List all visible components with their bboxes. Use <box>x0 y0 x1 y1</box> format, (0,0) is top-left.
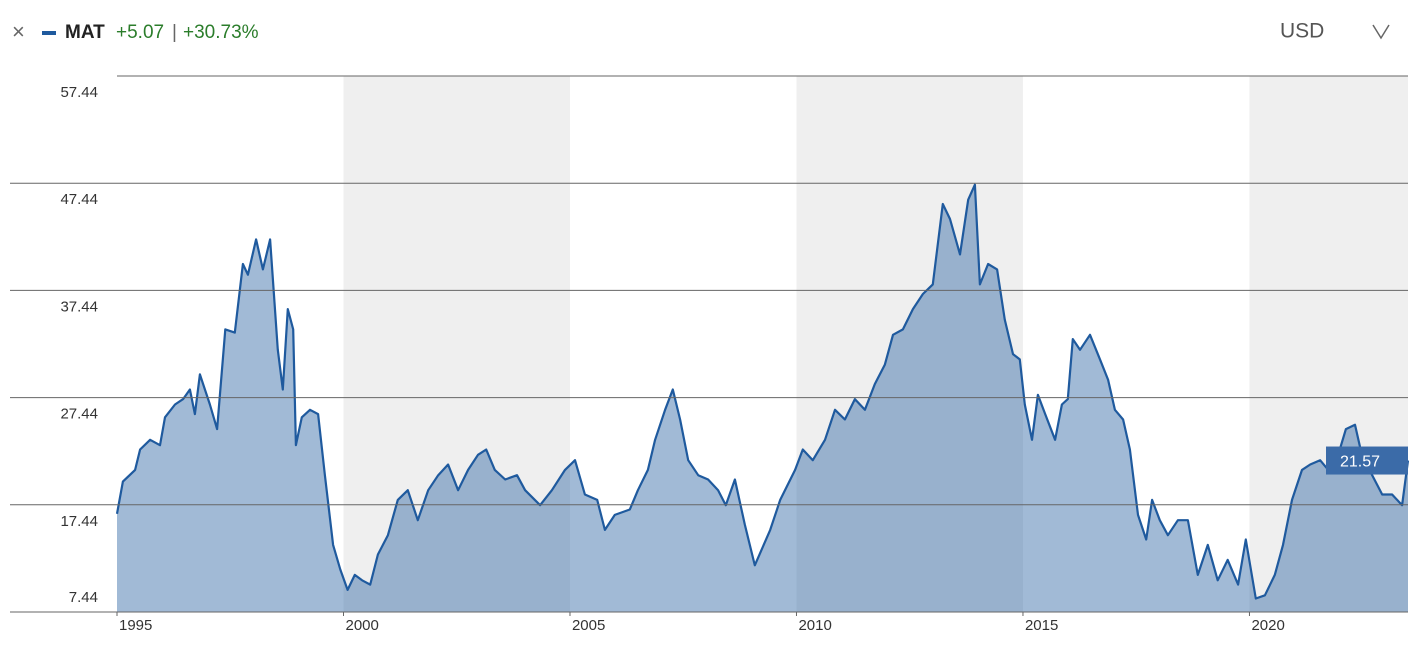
change-pct: +30.73% <box>183 22 259 43</box>
y-tick-label: 27.44 <box>60 406 98 423</box>
year-band <box>343 76 570 612</box>
line <box>115 183 1410 600</box>
currency[interactable]: USD <box>1280 20 1324 43</box>
x-tick-label: 2010 <box>798 617 831 634</box>
x-tick-label: 2015 <box>1025 617 1058 634</box>
separator: | <box>172 22 177 43</box>
bands <box>343 76 1408 612</box>
last-value-badge <box>1326 446 1408 475</box>
y-tick-label: 57.44 <box>60 84 98 101</box>
x-tick-label: 2005 <box>572 617 605 634</box>
year-band <box>1249 76 1408 612</box>
x-tick-label: 2020 <box>1251 617 1284 634</box>
x-tick-label: 1995 <box>119 617 152 634</box>
y-tick-label: 47.44 <box>60 191 98 208</box>
x-tick-label: 2000 <box>345 617 378 634</box>
y-tick-label: 17.44 <box>60 513 98 530</box>
dropdown-icon[interactable] <box>1372 24 1390 40</box>
last-value-label: 21.57 <box>1340 454 1380 471</box>
y-tick-label: 7.44 <box>69 589 98 606</box>
year-band <box>796 76 1023 612</box>
close-icon[interactable]: × <box>12 19 25 44</box>
ticker: MAT <box>65 22 105 43</box>
change: +5.07 <box>116 22 164 43</box>
y-tick-label: 37.44 <box>60 298 98 315</box>
